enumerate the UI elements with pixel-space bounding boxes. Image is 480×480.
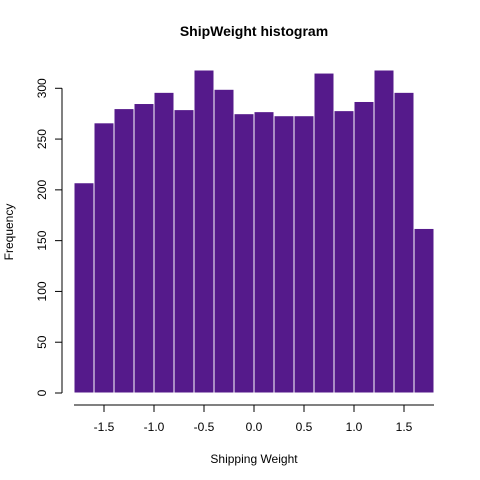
- histogram-bar: [373, 69, 395, 394]
- histogram-bar: [113, 108, 135, 394]
- y-tick-label: 50: [35, 335, 49, 349]
- histogram-bar: [273, 115, 295, 394]
- histogram-bar: [233, 113, 255, 394]
- histogram-bar: [173, 109, 195, 394]
- histogram-bar: [253, 111, 275, 394]
- x-axis-label: Shipping Weight: [210, 452, 298, 466]
- x-tick-label: -1.5: [94, 420, 115, 434]
- y-tick-label: 150: [35, 230, 49, 250]
- y-tick-label: 0: [35, 389, 49, 396]
- histogram-bar: [73, 182, 95, 394]
- histogram-bar: [333, 110, 355, 394]
- histogram-bar: [93, 122, 115, 394]
- histogram-bar: [193, 69, 215, 394]
- histogram-bar: [153, 91, 175, 394]
- x-ticks: -1.5 -1.0 -0.5 0.0 0.5 1.0 1.5: [94, 405, 413, 434]
- x-tick-label: 1.0: [346, 420, 363, 434]
- y-tick-label: 100: [35, 281, 49, 301]
- histogram-bar: [393, 91, 415, 394]
- histogram-bar: [133, 103, 155, 394]
- histogram-bar: [293, 115, 315, 394]
- y-tick-label: 300: [35, 78, 49, 98]
- bars-group: [73, 69, 435, 394]
- histogram-bar: [353, 100, 375, 394]
- x-tick-label: 0.0: [246, 420, 263, 434]
- histogram-bar: [413, 227, 435, 394]
- x-tick-label: -1.0: [144, 420, 165, 434]
- x-tick-label: 1.5: [396, 420, 413, 434]
- chart-title: ShipWeight histogram: [180, 23, 328, 39]
- y-axis-label: Frequency: [2, 204, 16, 261]
- x-tick-label: -0.5: [194, 420, 215, 434]
- y-tick-label: 200: [35, 180, 49, 200]
- histogram-bar: [313, 72, 335, 394]
- y-ticks: 0 50 100 150 200 250 300: [35, 78, 62, 396]
- y-tick-label: 250: [35, 129, 49, 149]
- x-tick-label: 0.5: [296, 420, 313, 434]
- histogram-bar: [213, 88, 235, 394]
